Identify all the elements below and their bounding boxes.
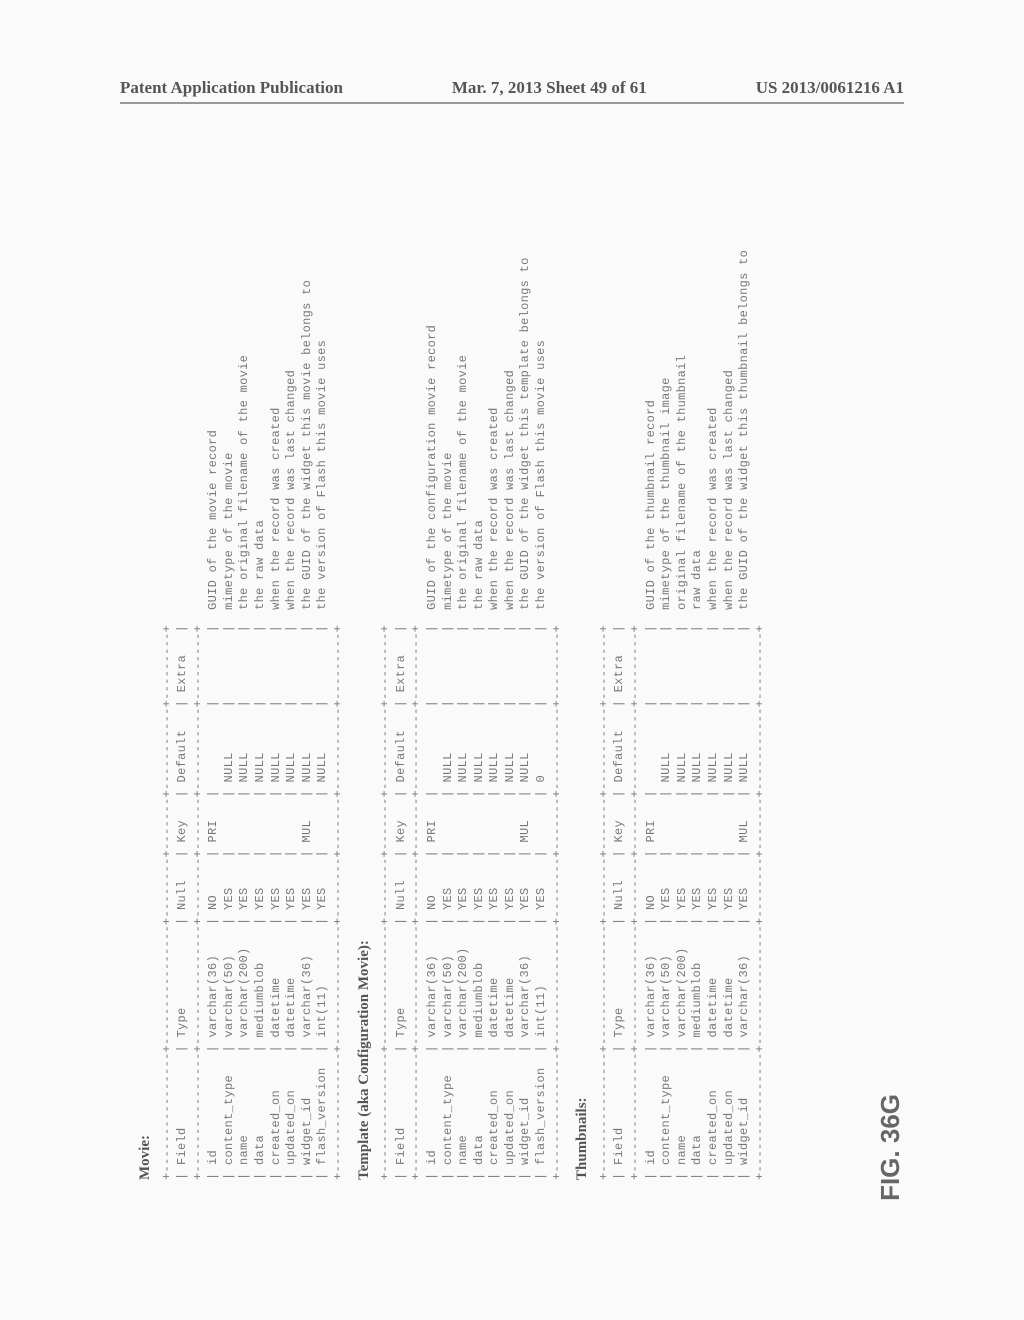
schema-table: +----------------+----------------+-----… xyxy=(378,180,565,1180)
section-title: Template (aka Configuration Movie): xyxy=(355,180,375,1180)
section-title: Thumbnails: xyxy=(573,180,593,1180)
section-title: Movie: xyxy=(136,180,156,1180)
schema-table: +----------------+----------------+-----… xyxy=(160,180,347,1180)
figure-label: FIG. 36G xyxy=(875,1094,906,1201)
schema-table: +----------------+----------------+-----… xyxy=(597,180,769,1180)
header-center: Mar. 7, 2013 Sheet 49 of 61 xyxy=(452,78,647,98)
page-header: Patent Application Publication Mar. 7, 2… xyxy=(120,78,904,104)
figure-content: Movie:+----------------+----------------… xyxy=(130,180,890,1180)
header-left: Patent Application Publication xyxy=(120,78,343,98)
header-right: US 2013/0061216 A1 xyxy=(756,78,904,98)
